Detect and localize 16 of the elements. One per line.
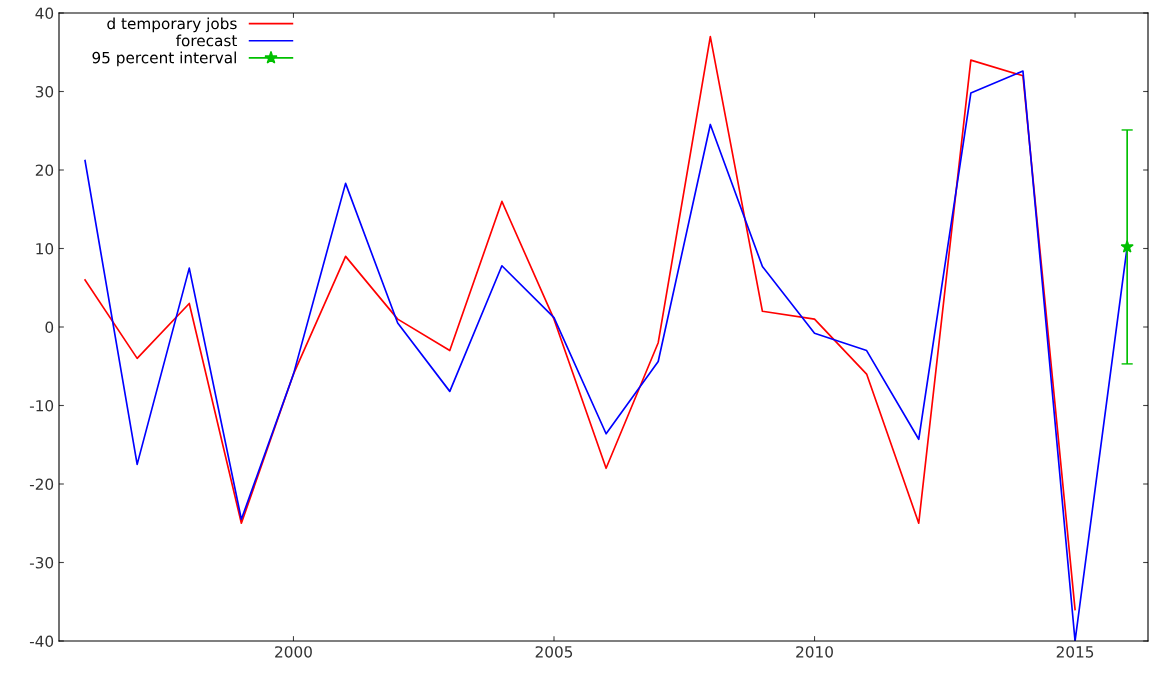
y-tick-label: -30: [29, 556, 54, 569]
x-tick-label: 2005: [535, 646, 573, 658]
legend-label: forecast: [175, 34, 238, 47]
y-tick-label: -20: [29, 478, 54, 491]
y-tick-label: 10: [36, 242, 54, 255]
x-tick-label: 2010: [796, 646, 833, 658]
y-tick-label: 0: [45, 321, 54, 334]
y-tick-label: 40: [35, 7, 54, 20]
y-tick-label: -10: [29, 399, 54, 412]
legend-label: d temporary jobs: [107, 17, 237, 33]
y-tick-label: -40: [29, 635, 54, 648]
x-tick-label: 2015: [1056, 646, 1094, 658]
y-tick-label: 20: [35, 164, 54, 177]
legend-label: 95 percent interval: [92, 51, 236, 67]
y-tick-label: 30: [35, 85, 54, 98]
x-tick-label: 2000: [275, 646, 312, 658]
